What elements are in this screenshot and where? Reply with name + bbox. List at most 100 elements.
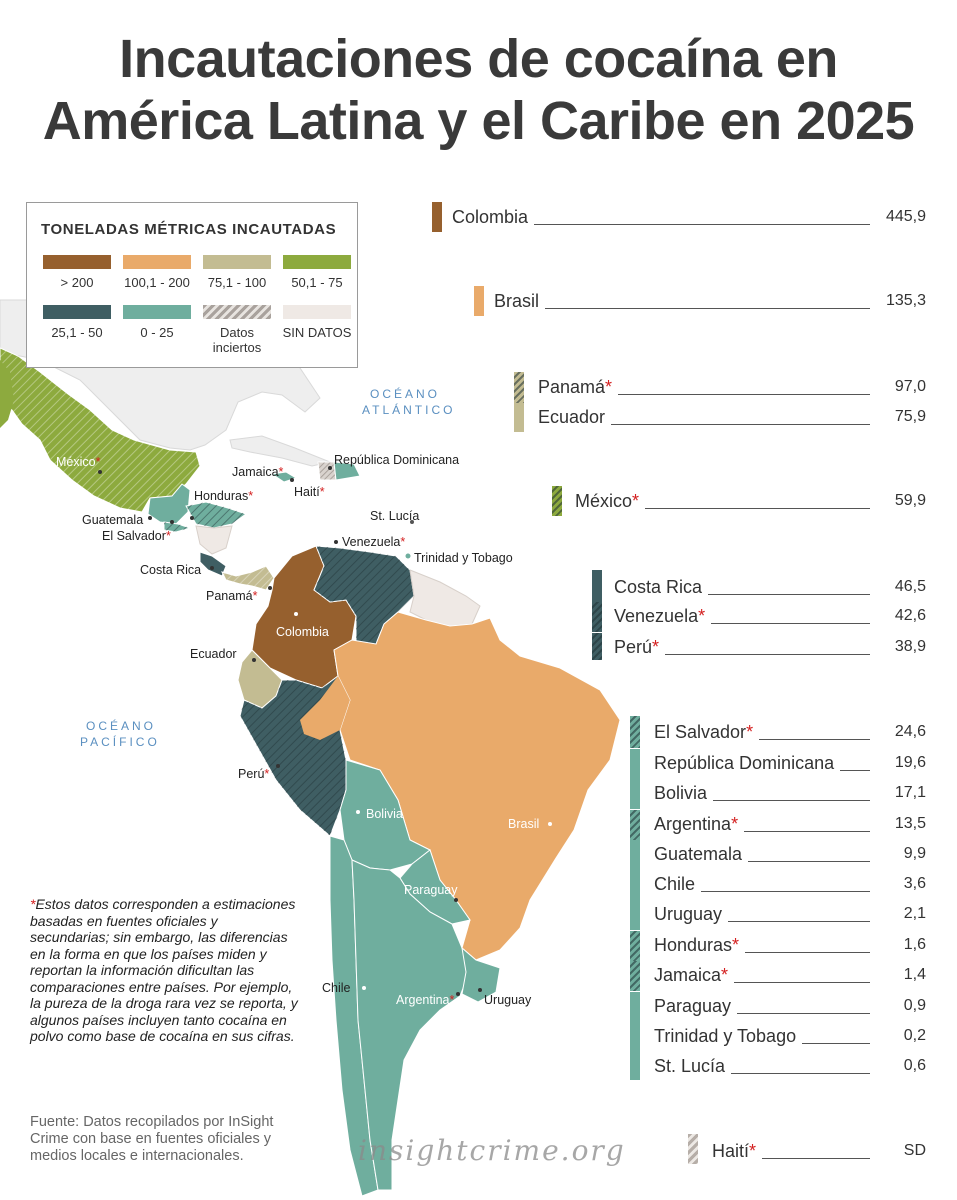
row-label: St. Lucía bbox=[654, 1056, 725, 1077]
legend-swatch-7 bbox=[283, 305, 351, 319]
country-name: República Dominicana bbox=[654, 753, 835, 773]
jamaica-region bbox=[270, 471, 298, 483]
row-leader-line bbox=[711, 623, 870, 624]
map-label-mexico: México bbox=[56, 455, 96, 469]
map-label-peru: Perú bbox=[238, 767, 264, 781]
ocean-atlantic-line2: ATLÁNTICO bbox=[362, 402, 455, 417]
row-value: 0,9 bbox=[903, 997, 926, 1014]
row-value: 445,9 bbox=[885, 208, 926, 225]
row-label: Bolivia bbox=[654, 783, 707, 804]
country-name: México bbox=[575, 491, 633, 511]
map-labels: México* Jamaica* República Dominicana Ha… bbox=[56, 453, 552, 1007]
country-name: Panamá bbox=[538, 377, 606, 397]
group-bar-segment bbox=[432, 202, 442, 232]
group-bar-segment bbox=[630, 779, 640, 809]
row-label: Costa Rica bbox=[614, 577, 702, 598]
legend-label-4: 25,1 - 50 bbox=[51, 325, 103, 340]
row-leader-line bbox=[840, 770, 870, 771]
map-label-honduras: Honduras bbox=[194, 489, 248, 503]
ocean-pacific-line2: PACÍFICO bbox=[80, 734, 160, 749]
legend-swatch-1 bbox=[123, 255, 191, 269]
country-name: Guatemala bbox=[654, 844, 743, 864]
map-label-argentina: Argentina bbox=[396, 993, 450, 1007]
legend-swatch-5 bbox=[123, 305, 191, 319]
row-leader-line bbox=[731, 1073, 870, 1074]
country-name: Jamaica bbox=[654, 965, 722, 985]
row-value: 0,2 bbox=[903, 1027, 926, 1044]
row-leader-line bbox=[734, 982, 870, 983]
row-label: Trinidad y Tobago bbox=[654, 1026, 796, 1047]
row-leader-line bbox=[618, 394, 870, 395]
group-bar-segment bbox=[630, 992, 640, 1022]
guianas-region bbox=[409, 569, 481, 627]
row-label: Honduras* bbox=[654, 935, 739, 956]
legend-swatch-6 bbox=[203, 305, 271, 319]
country-name: Uruguay bbox=[654, 904, 723, 924]
uncertain-asterisk: * bbox=[652, 637, 660, 657]
uncertain-asterisk: * bbox=[605, 377, 613, 397]
el-salvador-region bbox=[163, 521, 192, 533]
argentina-region bbox=[351, 859, 471, 1191]
ocean-pacific-line1: OCÉANO bbox=[86, 718, 156, 733]
page-title: Incautaciones de cocaína en América Lati… bbox=[0, 28, 957, 152]
row-label: Guatemala bbox=[654, 844, 742, 865]
source-text: Fuente: Datos recopilados por InSight Cr… bbox=[30, 1114, 274, 1164]
row-value: 1,6 bbox=[903, 936, 926, 953]
legend-label-1: 100,1 - 200 bbox=[124, 275, 190, 290]
row-value: 46,5 bbox=[894, 578, 926, 595]
row-leader-line bbox=[701, 891, 870, 892]
row-leader-line bbox=[545, 308, 870, 309]
footnote: *Estos datos corresponden a estimaciones… bbox=[30, 896, 300, 1045]
row-value: 19,6 bbox=[894, 754, 926, 771]
map-label-costa-rica: Costa Rica bbox=[140, 563, 201, 577]
row-value: 59,9 bbox=[894, 492, 926, 509]
svg-text:Haití*: Haití* bbox=[294, 485, 325, 499]
row-value: SD bbox=[903, 1142, 926, 1159]
group-bar-segment bbox=[552, 486, 562, 516]
footnote-asterisk: * bbox=[30, 896, 36, 912]
row-leader-line bbox=[748, 861, 870, 862]
country-name: Ecuador bbox=[538, 407, 606, 427]
row-value: 97,0 bbox=[894, 378, 926, 395]
country-name: Brasil bbox=[494, 291, 540, 311]
row-label: Paraguay bbox=[654, 996, 731, 1017]
uncertain-asterisk: * bbox=[749, 1141, 757, 1161]
map-label-venezuela: Venezuela bbox=[342, 535, 400, 549]
row-value: 75,9 bbox=[894, 408, 926, 425]
row-leader-line bbox=[534, 224, 870, 225]
group-bar-segment bbox=[630, 1052, 640, 1080]
legend-label-3: 50,1 - 75 bbox=[291, 275, 343, 290]
row-leader-line bbox=[737, 1013, 870, 1014]
country-name: St. Lucía bbox=[654, 1056, 726, 1076]
row-leader-line bbox=[713, 800, 870, 801]
legend-title: TONELADAS MÉTRICAS INCAUTADAS bbox=[41, 221, 337, 238]
legend-label-0: > 200 bbox=[60, 275, 94, 290]
row-value: 0,6 bbox=[903, 1057, 926, 1074]
costa-rica-region bbox=[199, 551, 227, 577]
row-value: 2,1 bbox=[903, 905, 926, 922]
group-bar-segment bbox=[592, 633, 602, 660]
row-value: 9,9 bbox=[903, 845, 926, 862]
group-bar-segment bbox=[630, 900, 640, 930]
st-lucia-marker bbox=[410, 520, 414, 524]
legend-label-2: 75,1 - 100 bbox=[207, 275, 267, 290]
map-label-st-lucia: St. Lucía bbox=[370, 509, 419, 523]
group-bar-segment bbox=[630, 810, 640, 840]
map-label-republica-dominicana: República Dominicana bbox=[334, 453, 459, 467]
uncertain-asterisk: * bbox=[632, 491, 640, 511]
row-leader-line bbox=[759, 739, 870, 740]
group-bar-segment bbox=[630, 749, 640, 779]
map-label-haiti: Haití bbox=[294, 485, 320, 499]
row-value: 17,1 bbox=[894, 784, 926, 801]
map: OCÉANO ATLÁNTICO OCÉANO PACÍFICO México*… bbox=[0, 299, 621, 1197]
group-bar-segment bbox=[592, 570, 602, 603]
row-label: Ecuador bbox=[538, 407, 605, 428]
group-bar-segment bbox=[630, 931, 640, 961]
group-bar-segment bbox=[514, 372, 524, 403]
row-value: 1,4 bbox=[903, 966, 926, 983]
map-label-uruguay: Uruguay bbox=[484, 993, 532, 1007]
svg-text:Honduras*: Honduras* bbox=[194, 489, 253, 503]
map-label-brasil: Brasil bbox=[508, 817, 539, 831]
uncertain-asterisk: * bbox=[721, 965, 729, 985]
group-bar-segment bbox=[630, 870, 640, 900]
